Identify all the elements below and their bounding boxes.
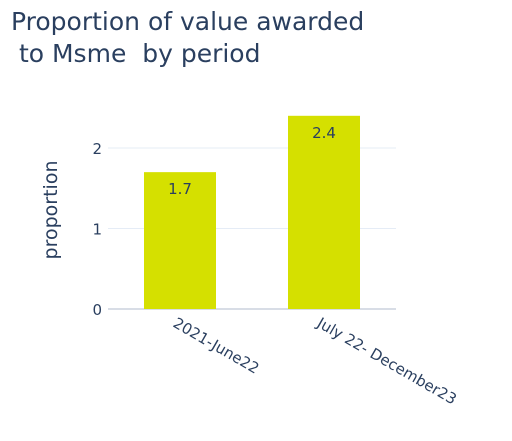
data-label-1: 2.4 bbox=[312, 124, 336, 142]
x-tick-label-0: 2021-June22 bbox=[170, 314, 262, 378]
y-axis-ticks: 0 1 2 bbox=[92, 140, 102, 319]
x-tick-label-1: July 22- December23 bbox=[313, 313, 460, 408]
bar-1 bbox=[288, 115, 360, 309]
y-tick-label: 1 bbox=[92, 221, 102, 239]
bar-0 bbox=[144, 172, 216, 309]
y-axis-label: proportion bbox=[40, 161, 62, 260]
bars bbox=[144, 115, 360, 309]
y-tick-label: 2 bbox=[92, 140, 102, 158]
data-labels: 1.7 2.4 bbox=[168, 124, 336, 198]
x-axis-ticks: 2021-June22 July 22- December23 bbox=[170, 313, 460, 408]
data-label-0: 1.7 bbox=[168, 180, 192, 198]
chart-title-line-2: to Msme by period bbox=[11, 39, 261, 68]
y-tick-label: 0 bbox=[92, 301, 102, 319]
chart-title-line-1: Proportion of value awarded bbox=[11, 7, 365, 36]
